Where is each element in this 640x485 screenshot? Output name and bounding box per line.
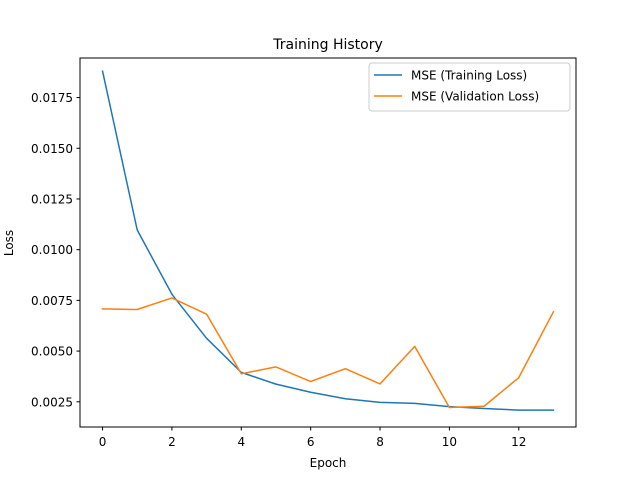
- y-tick-label: 0.0050: [31, 345, 73, 359]
- legend: MSE (Training Loss) MSE (Validation Loss): [368, 62, 571, 112]
- plot-area: [101, 70, 555, 411]
- plot-frame: [79, 57, 577, 428]
- axis-ticks: 0 2 4 6 8 10 12 0.0025 0.0050 0.0075 0.0100 0.0125 0…: [31, 91, 526, 449]
- series-line-validation-loss: [101, 297, 555, 409]
- y-axis-label: Loss: [2, 230, 16, 256]
- legend-box: [368, 62, 571, 112]
- y-tick-label: 0.0175: [31, 91, 73, 105]
- x-tick-label: 12: [511, 435, 526, 449]
- x-tick-label: 2: [168, 435, 176, 449]
- x-axis-label: Epoch: [310, 456, 347, 470]
- y-tick-label: 0.0075: [31, 294, 73, 308]
- x-tick-label: 8: [376, 435, 384, 449]
- y-tick-label: 0.0100: [31, 243, 73, 257]
- series-line-training-loss: [101, 70, 555, 411]
- x-tick-label: 0: [99, 435, 107, 449]
- legend-label: MSE (Training Loss): [411, 69, 527, 83]
- x-tick-label: 10: [442, 435, 457, 449]
- x-tick-label: 4: [237, 435, 245, 449]
- chart-title: Training History: [272, 37, 383, 53]
- x-tick-label: 6: [307, 435, 315, 449]
- y-tick-label: 0.0125: [31, 192, 73, 206]
- y-tick-label: 0.0150: [31, 142, 73, 156]
- y-tick-label: 0.0025: [31, 395, 73, 409]
- legend-label: MSE (Validation Loss): [411, 90, 539, 104]
